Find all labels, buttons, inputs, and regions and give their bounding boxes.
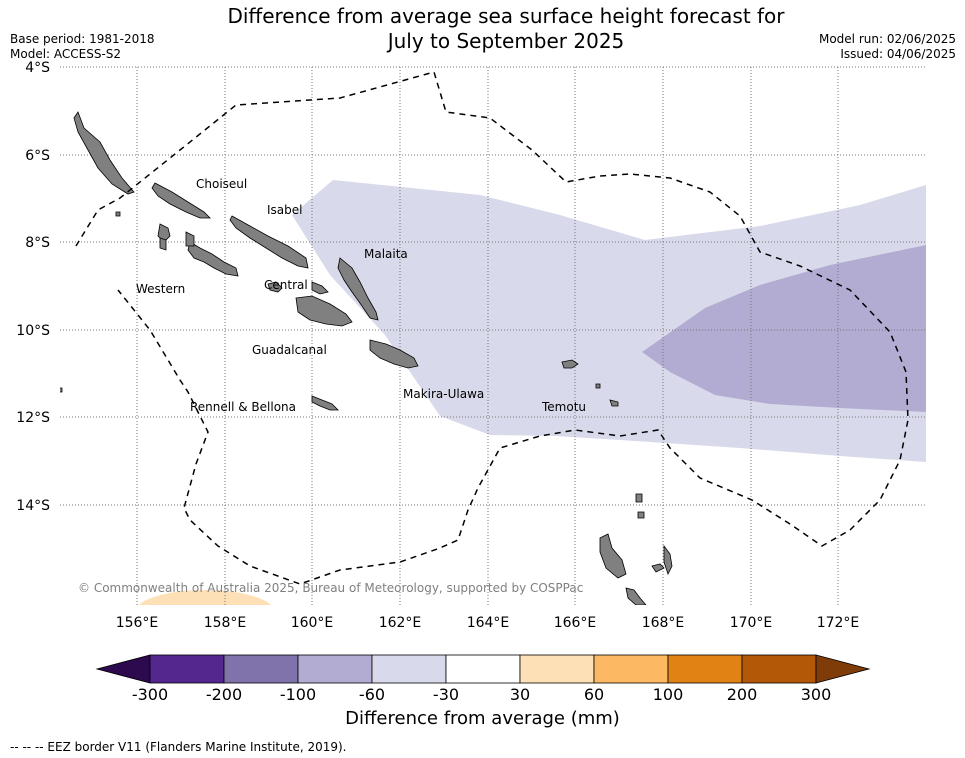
copyright-notice: © Commonwealth of Australia 2025, Bureau… <box>78 581 583 595</box>
island-rennell <box>311 395 339 411</box>
lat-label: 4°S <box>25 60 50 76</box>
island-makira <box>369 339 419 369</box>
island-bougainville <box>73 111 135 195</box>
island-kolombangara <box>185 231 195 247</box>
label-isabel: Isabel <box>267 203 302 217</box>
lon-label: 162°E <box>379 615 422 631</box>
label-temotu: Temotu <box>541 400 586 414</box>
colorbar-tick: 200 <box>727 685 758 704</box>
label-western: Western <box>136 282 185 296</box>
lon-label: 166°E <box>554 615 597 631</box>
island-isabel <box>229 215 309 269</box>
colorbar-tick: -60 <box>359 685 385 704</box>
island-ambae <box>651 563 665 573</box>
island-small <box>637 511 645 519</box>
colorbar-tick: 60 <box>584 685 604 704</box>
colorbar-tick: 30 <box>510 685 530 704</box>
island-ndende <box>561 359 579 369</box>
colorbar-segment <box>519 654 595 684</box>
island-small <box>595 383 601 389</box>
colorbar-segment <box>223 654 299 684</box>
island-choiseul <box>151 182 211 219</box>
colorbar <box>95 654 871 684</box>
label-central: Central <box>264 278 308 292</box>
landmasses <box>60 111 673 605</box>
base-period: Base period: 1981-2018 <box>10 32 155 46</box>
island-new-georgia <box>187 241 239 277</box>
lat-label: 14°S <box>16 498 50 514</box>
colorbar-over-arrow <box>815 654 871 684</box>
meta-right: Model run: 02/06/2025 Issued: 04/06/2025 <box>819 32 956 62</box>
island-maewo <box>663 544 673 576</box>
issued-date: Issued: 04/06/2025 <box>840 47 956 61</box>
lat-label: 6°S <box>25 148 50 164</box>
colorbar-segment <box>149 654 225 684</box>
island-malakula <box>625 587 647 605</box>
lon-label: 172°E <box>817 615 860 631</box>
lon-label: 158°E <box>204 615 247 631</box>
title-line-1: Difference from average sea surface heig… <box>227 4 785 28</box>
colorbar-tick: -200 <box>206 685 242 704</box>
label-rennell-bellona: Rennell & Bellona <box>190 400 296 414</box>
lon-label: 168°E <box>642 615 685 631</box>
colorbar-tick: -300 <box>132 685 168 704</box>
title-line-2: July to September 2025 <box>387 29 625 53</box>
label-guadalcanal: Guadalcanal <box>252 343 327 357</box>
island-small <box>115 211 121 217</box>
eez-legend: -- -- -- EEZ border V11 (Flanders Marine… <box>10 740 347 754</box>
island-small <box>635 493 643 503</box>
lat-label: 12°S <box>16 410 50 426</box>
colorbar-ticks: -300 -200 -100 -60 -30 30 60 100 200 300 <box>132 685 831 704</box>
colorbar-under-arrow <box>95 654 151 684</box>
island-florida-group <box>267 281 283 293</box>
meta-left: Base period: 1981-2018 Model: ACCESS-S2 <box>10 32 155 62</box>
island-malaita <box>337 257 379 321</box>
label-malaita: Malaita <box>364 247 408 261</box>
colorbar-segment <box>297 654 373 684</box>
anomaly-fields <box>138 180 926 605</box>
lat-label: 8°S <box>25 235 50 251</box>
model-run: Model run: 02/06/2025 <box>818 32 956 46</box>
island-guadalcanal <box>295 295 353 327</box>
island-espiritu-santo <box>599 533 627 579</box>
lon-label: 160°E <box>291 615 334 631</box>
colorbar-tick: 300 <box>801 685 832 704</box>
graticule <box>60 66 926 605</box>
island-vella-lavella <box>157 223 171 243</box>
colorbar-segment <box>445 654 521 684</box>
lon-label: 170°E <box>730 615 773 631</box>
label-makira-ulawa: Makira-Ulawa <box>403 387 484 401</box>
eez-border <box>75 71 909 585</box>
island-vanikoro <box>609 399 619 407</box>
colorbar-segment <box>667 654 743 684</box>
lat-label: 10°S <box>16 323 50 339</box>
colorbar-tick: -100 <box>280 685 316 704</box>
island-small <box>60 387 63 393</box>
lon-label: 164°E <box>467 615 510 631</box>
colorbar-segment <box>741 654 817 684</box>
colorbar-segment <box>593 654 669 684</box>
anomaly-region-minus60-minus100 <box>642 245 926 412</box>
island-small <box>159 237 167 251</box>
colorbar-tick: -30 <box>433 685 459 704</box>
lon-label: 156°E <box>116 615 159 631</box>
colorbar-title: Difference from average (mm) <box>345 708 620 729</box>
colorbar-tick: 100 <box>653 685 684 704</box>
colorbar-segment <box>371 654 447 684</box>
label-choiseul: Choiseul <box>196 177 247 191</box>
model-name: Model: ACCESS-S2 <box>10 47 122 61</box>
anomaly-region-positive-30-60 <box>138 590 272 605</box>
map-title: Difference from average sea surface heig… <box>200 4 812 54</box>
island-russell <box>311 281 329 295</box>
